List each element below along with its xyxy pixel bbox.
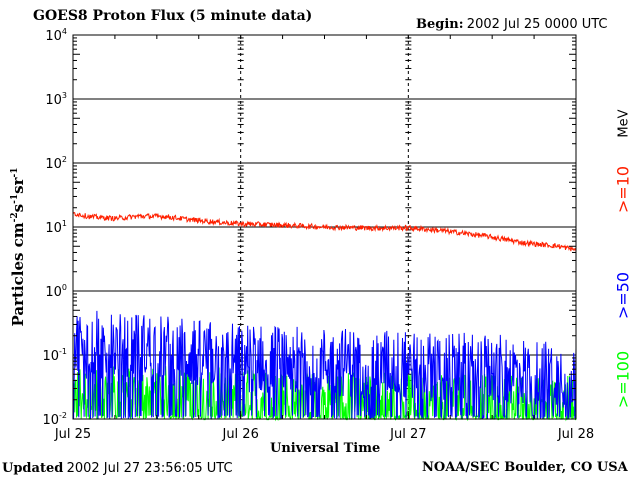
updated-value: 2002 Jul 27 23:56:05 UTC	[66, 461, 233, 476]
y-tick-label: 101	[45, 219, 67, 236]
updated-label: Updated	[2, 461, 64, 476]
y-tick-label: 103	[45, 91, 67, 108]
x-tick-label: Jul 25	[54, 427, 91, 442]
x-tick-label: Jul 27	[389, 427, 426, 442]
begin-time: Begin: 2002 Jul 25 0000 UTC	[416, 16, 608, 32]
chart-title: GOES8 Proton Flux (5 minute data)	[33, 8, 313, 24]
begin-label: Begin:	[416, 17, 464, 32]
grid	[73, 35, 576, 419]
begin-value: 2002 Jul 25 0000 UTC	[466, 17, 608, 32]
updated-time: Updated 2002 Jul 27 23:56:05 UTC	[2, 460, 233, 476]
y-tick-label: 104	[45, 27, 67, 44]
x-axis-label: Universal Time	[270, 441, 381, 456]
x-tick-label: Jul 26	[221, 427, 258, 442]
legend-unit-mev: MeV	[616, 109, 632, 138]
y-tick-label: 100	[45, 283, 67, 300]
x-tick-label: Jul 28	[557, 427, 594, 442]
y-tick-label: 10-1	[42, 347, 67, 364]
x-axis-ticks: Jul 25 Jul 26 Jul 27 Jul 28	[54, 35, 594, 442]
source-credit: NOAA/SEC Boulder, CO USA	[422, 460, 628, 475]
series-lines	[72, 211, 577, 422]
legend-ge100: >=100	[613, 350, 633, 409]
y-axis-label: Particles cm-2s-1sr-1	[9, 167, 27, 327]
y-tick-label: 10-2	[42, 411, 67, 428]
legend-ge50: >=50	[613, 271, 633, 320]
legend-ge10: >=10	[613, 165, 633, 214]
series-line-ge10	[72, 211, 577, 252]
y-tick-label: 102	[45, 155, 67, 172]
series-line-ge100	[72, 364, 576, 422]
